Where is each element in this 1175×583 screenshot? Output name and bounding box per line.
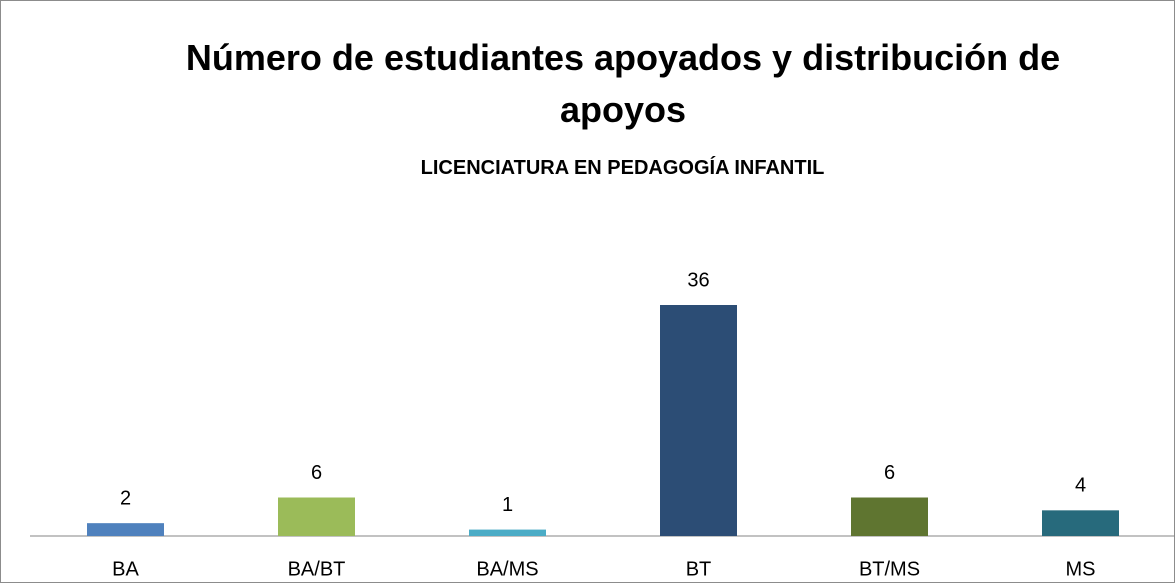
bar	[87, 523, 164, 536]
bar	[851, 497, 928, 536]
bar	[660, 305, 737, 536]
data-label: 36	[687, 269, 709, 291]
bar	[469, 529, 546, 536]
x-tick-label: BA/MS	[476, 558, 538, 580]
x-tick-label: MS	[1066, 558, 1096, 580]
data-label: 4	[1075, 475, 1086, 497]
data-label: 1	[502, 494, 513, 516]
data-label: 6	[884, 462, 895, 484]
data-label: 6	[311, 462, 322, 484]
x-tick-label: BA	[112, 558, 139, 580]
x-tick-label: BT	[686, 558, 712, 580]
x-tick-label: BT/MS	[859, 558, 920, 580]
chart-subtitle: LICENCIATURA EN PEDAGOGÍA INFANTIL	[420, 157, 825, 179]
x-tick-label: BA/BT	[288, 558, 346, 580]
chart-title: Número de estudiantes apoyados y distrib…	[185, 37, 1061, 130]
data-label: 2	[120, 487, 131, 509]
bar	[278, 497, 355, 536]
bar	[1042, 510, 1119, 536]
